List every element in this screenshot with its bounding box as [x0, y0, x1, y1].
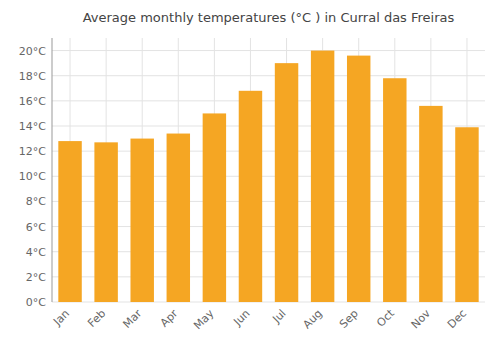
y-tick-label: 12°C	[19, 145, 46, 158]
grid-line-y	[52, 50, 485, 51]
x-tick-label: Mar	[120, 307, 144, 331]
grid	[52, 38, 485, 302]
x-tick-label: Nov	[409, 307, 434, 332]
bar	[58, 141, 81, 302]
x-tick-label: Aug	[300, 307, 324, 331]
y-tick-label: 18°C	[19, 70, 46, 83]
grid-line-y	[52, 75, 485, 76]
y-tick-label: 4°C	[26, 246, 46, 259]
y-tick-label: 6°C	[26, 221, 46, 234]
bar	[347, 56, 370, 302]
chart: Average monthly temperatures (°C ) in Cu…	[0, 0, 500, 350]
bars	[58, 51, 478, 302]
title: Average monthly temperatures (°C ) in Cu…	[83, 10, 455, 25]
bar	[203, 113, 226, 302]
bar	[311, 51, 334, 302]
x-tick-label: Oct	[374, 306, 397, 329]
x-tick-label: May	[191, 307, 217, 333]
x-tick-label: Jan	[50, 307, 72, 329]
y-tick-label: 0°C	[26, 296, 46, 309]
x-tick-label: Apr	[158, 307, 181, 330]
y-axis-line	[52, 38, 53, 302]
x-tick-label: Jul	[269, 307, 288, 326]
bar	[239, 91, 262, 302]
x-tick-label: Dec	[445, 307, 469, 331]
x-tick-label: Feb	[85, 307, 108, 330]
y-tick-label: 20°C	[19, 45, 46, 58]
bar	[275, 63, 298, 302]
bar	[455, 127, 478, 302]
x-ticks: Jan Feb Mar Apr May Jun Jul Aug Sep Oct Nov Dec	[50, 306, 469, 332]
y-tick-label: 2°C	[26, 271, 46, 284]
bar	[94, 142, 117, 302]
y-ticks: 0°C 2°C 4°C 6°C 8°C 10°C 12°C 14°C 16°C 18°C 20°C	[19, 45, 46, 309]
y-tick-label: 16°C	[19, 95, 46, 108]
bar	[167, 134, 190, 302]
x-tick-label: Sep	[337, 307, 361, 331]
x-tick-label: Jun	[231, 307, 253, 329]
y-tick-label: 8°C	[26, 195, 46, 208]
bar	[383, 78, 406, 302]
grid-line-y	[52, 100, 485, 101]
y-tick-label: 10°C	[19, 170, 46, 183]
bar	[419, 106, 442, 302]
bar	[130, 139, 153, 302]
y-tick-label: 14°C	[19, 120, 46, 133]
